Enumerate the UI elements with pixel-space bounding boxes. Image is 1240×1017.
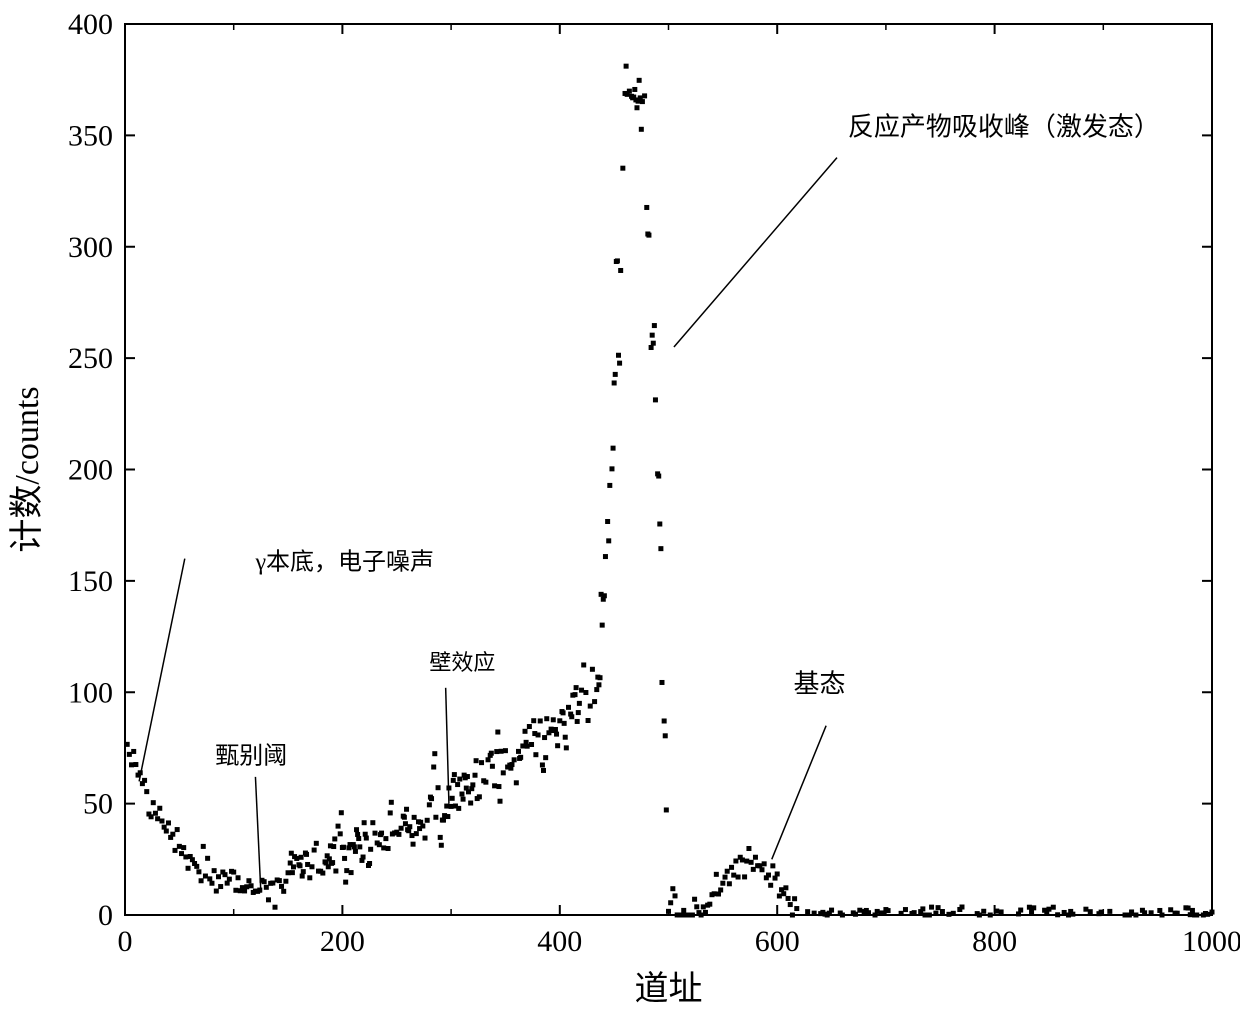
svg-text:200: 200 bbox=[320, 925, 365, 958]
threshold-leader bbox=[255, 777, 260, 893]
svg-text:400: 400 bbox=[68, 8, 113, 41]
threshold-label: 甄别阈 bbox=[215, 743, 287, 770]
svg-text:100: 100 bbox=[68, 676, 113, 709]
ground-state-label: 基态 bbox=[794, 669, 846, 698]
svg-text:计数/counts: 计数/counts bbox=[8, 386, 46, 552]
data-points bbox=[125, 64, 1215, 918]
wall-effect-label: 壁效应 bbox=[429, 650, 495, 675]
svg-text:250: 250 bbox=[68, 342, 113, 375]
excited-state-label: 反应产物吸收峰（激发态） bbox=[848, 112, 1160, 141]
svg-text:200: 200 bbox=[68, 454, 113, 487]
chart-svg: 0 200 400 600 800 1000 道址 0 50 100 150 200 250 300 350… bbox=[0, 0, 1240, 1017]
svg-text:道址: 道址 bbox=[635, 970, 703, 1008]
gamma-background-leader bbox=[139, 559, 185, 782]
gamma-background-label: γ本底，电子噪声 bbox=[254, 549, 434, 576]
svg-text:300: 300 bbox=[68, 231, 113, 264]
svg-text:150: 150 bbox=[68, 565, 113, 598]
svg-text:50: 50 bbox=[83, 788, 113, 821]
ground-state-leader bbox=[772, 726, 826, 860]
svg-text:600: 600 bbox=[755, 925, 800, 958]
excited-state-leader bbox=[674, 158, 837, 347]
svg-text:400: 400 bbox=[537, 925, 582, 958]
svg-text:0: 0 bbox=[98, 899, 113, 932]
svg-text:350: 350 bbox=[68, 119, 113, 152]
spectrum-chart: 0 200 400 600 800 1000 道址 0 50 100 150 200 250 300 350… bbox=[0, 0, 1240, 1017]
svg-text:800: 800 bbox=[972, 925, 1017, 958]
svg-text:0: 0 bbox=[118, 925, 133, 958]
svg-text:1000: 1000 bbox=[1182, 925, 1240, 958]
